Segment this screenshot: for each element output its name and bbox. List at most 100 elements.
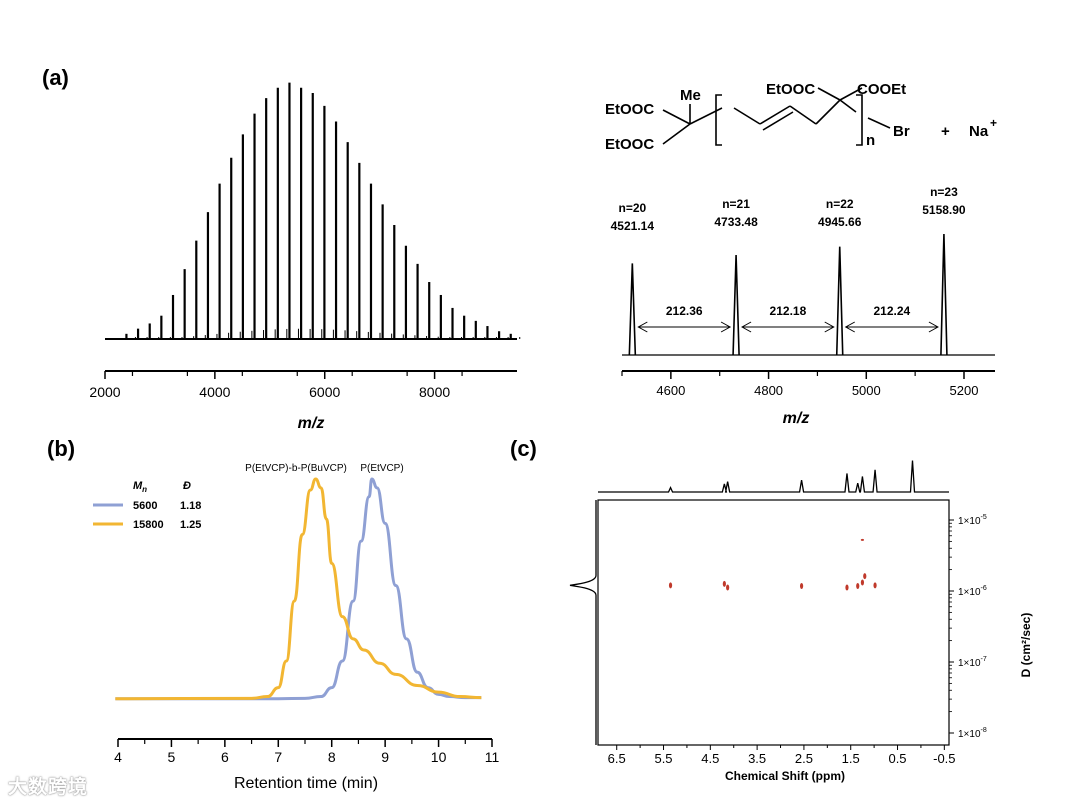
- zoom-peak: [940, 233, 948, 356]
- legend-mn-etvcp: 5600: [133, 500, 157, 512]
- legend-d-etvcp: 1.18: [180, 500, 201, 512]
- legend-d-block: 1.25: [180, 519, 201, 531]
- arrow-head-left: [844, 321, 855, 333]
- zoom-peak-spacings: 212.36 212.18 212.24: [637, 304, 939, 333]
- sec-x-tick-label: 7: [274, 749, 282, 765]
- dosy-x-tick-label: -0.5: [933, 751, 955, 766]
- peak-mass-label: 4945.66: [818, 215, 862, 229]
- mass-spectrum-zoom: n=20 4521.14 n=21 4733.48 n=22 4945.66 n=23 515…: [611, 185, 995, 427]
- cross-peak: [845, 584, 849, 591]
- cross-peak: [860, 579, 865, 586]
- sec-chart: 4 5 6 7 8 9 10 11 Retention time (min) Mn Đ 560…: [93, 463, 499, 792]
- peak-mass-label: 4521.14: [611, 219, 655, 233]
- legend-header-mn: Mn: [133, 480, 147, 494]
- plus-sign: +: [941, 123, 950, 140]
- dosy-y-tick-label: 1×10-5: [958, 514, 987, 527]
- legend-mn-block: 15800: [133, 519, 164, 531]
- dosy-x-axis-label: Chemical Shift (ppm): [725, 769, 845, 783]
- dosy-y-tick-label: 1×10-7: [958, 656, 987, 669]
- ring-ester-right: COOEt: [857, 81, 906, 98]
- peak-mass-label: 4733.48: [714, 215, 758, 229]
- panel-label-b: (b): [47, 436, 75, 461]
- cross-peak: [668, 582, 673, 589]
- cross-peak: [863, 573, 867, 580]
- spacing-label: 212.24: [873, 304, 910, 318]
- arrow-head-right: [720, 321, 732, 333]
- zoom-peak-labels: n=20 4521.14 n=21 4733.48 n=22 4945.66 n=23 515…: [611, 185, 966, 233]
- cross-peak: [722, 580, 726, 587]
- dosy-chart: 6.5 5.5 4.5 3.5 2.5 1.5 0.5 -0.5 1×10-51×10-61×…: [569, 460, 1033, 783]
- peak-n-label: n=22: [826, 197, 854, 211]
- bond-lines: [662, 87, 891, 146]
- zoom-peaks: [622, 233, 995, 356]
- peak-n-label: n=21: [722, 197, 750, 211]
- cross-peak: [873, 582, 877, 589]
- cross-peak: [856, 583, 860, 590]
- dosy-x-axis-ticks: 6.5 5.5 4.5 3.5 2.5 1.5 0.5 -0.5: [608, 745, 956, 766]
- end-group: Br: [893, 123, 910, 140]
- peak-mass-label: 5158.90: [922, 203, 966, 217]
- legend-header-dispersity: Đ: [183, 480, 191, 492]
- dosy-x-tick-label: 6.5: [608, 751, 626, 766]
- cation-charge: +: [990, 116, 997, 130]
- panel-label-a: (a): [42, 65, 69, 90]
- zoom-x-tick-label: 5000: [852, 383, 881, 398]
- dosy-y-tick-label: 1×10-8: [958, 727, 987, 740]
- zoom-peak: [835, 246, 844, 356]
- trace-block-copolymer: [115, 477, 482, 701]
- dosy-x-tick-label: 0.5: [888, 751, 906, 766]
- sec-x-tick-label: 5: [168, 749, 176, 765]
- zoom-x-tick-label: 5200: [950, 383, 979, 398]
- ring-ester-left: EtOOC: [766, 81, 815, 98]
- dosy-x-tick-label: 4.5: [701, 751, 719, 766]
- chemical-structure: EtOOC EtOOC Me EtOOC COOEt n Br + Na +: [605, 81, 997, 153]
- dosy-y-axis-label: D (cm²/sec): [1019, 613, 1033, 678]
- sec-x-tick-label: 9: [381, 749, 389, 765]
- projection-diffusion: [569, 500, 597, 745]
- zoom-peak: [628, 263, 637, 356]
- dosy-x-tick-label: 5.5: [654, 751, 672, 766]
- peak-n-label: n=23: [930, 185, 958, 199]
- ester-group-bottom: EtOOC: [605, 136, 654, 153]
- x-axis-ticks: 2000 4000 6000 8000: [89, 371, 463, 400]
- x-axis-label: m/z: [298, 415, 325, 432]
- ester-group-top: EtOOC: [605, 101, 654, 118]
- spacing-label: 212.18: [770, 304, 807, 318]
- x-tick-label: 4000: [199, 384, 230, 400]
- dosy-cross-peaks: [668, 538, 877, 591]
- arrow-head-right: [928, 321, 939, 333]
- dosy-y-axis-ticks: 1×10-5 1×10-6 1×10-7 1×10-8: [949, 514, 987, 740]
- peak-n-label: n=20: [618, 201, 646, 215]
- cation-label: Na: [969, 123, 989, 140]
- zoom-x-axis-label: m/z: [783, 410, 810, 427]
- series-label-etvcp: P(EtVCP): [360, 463, 403, 474]
- sec-x-tick-label: 10: [431, 749, 447, 765]
- sec-x-tick-label: 8: [328, 749, 336, 765]
- arrow-head-left: [741, 321, 752, 333]
- series-label-block: P(EtVCP)-b-P(BuVCP): [245, 463, 347, 474]
- cross-peak: [860, 538, 865, 541]
- projection-1h-spectrum: [598, 460, 949, 493]
- arrow-head-left: [637, 321, 648, 333]
- dosy-x-tick-label: 1.5: [842, 751, 860, 766]
- mass-spectrum-full: 2000 4000 6000 8000 m/z: [89, 82, 521, 432]
- x-tick-label: 8000: [419, 384, 450, 400]
- dosy-x-tick-label: 2.5: [795, 751, 813, 766]
- dosy-x-tick-label: 3.5: [748, 751, 766, 766]
- dosy-y-tick-label: 1×10-6: [958, 585, 987, 598]
- spacing-label: 212.36: [666, 304, 703, 318]
- sec-traces: [115, 477, 482, 701]
- zoom-x-axis-ticks: 4600 4800 5000 5200: [621, 371, 979, 398]
- repeat-index: n: [866, 132, 875, 149]
- arrow-head-right: [824, 321, 835, 333]
- zoom-x-tick-label: 4800: [754, 383, 783, 398]
- panel-label-c: (c): [510, 436, 537, 461]
- sec-x-axis-label: Retention time (min): [234, 775, 378, 792]
- sec-x-axis-ticks: 4 5 6 7 8 9 10 11: [114, 739, 499, 765]
- x-tick-label: 2000: [89, 384, 120, 400]
- zoom-peak: [732, 254, 740, 356]
- cross-peak: [799, 583, 804, 590]
- watermark-logo: 大数跨境: [8, 776, 89, 798]
- methyl-label: Me: [680, 87, 701, 104]
